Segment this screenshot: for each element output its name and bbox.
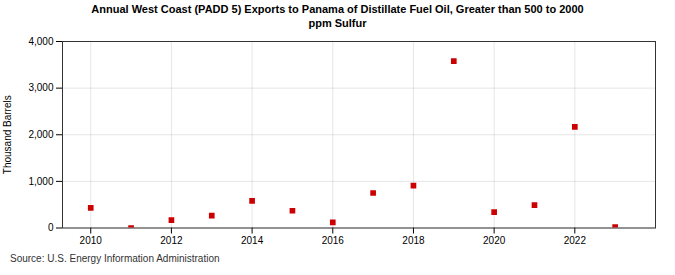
svg-text:2018: 2018 <box>402 235 425 246</box>
svg-text:3,000: 3,000 <box>28 82 53 93</box>
svg-text:2,000: 2,000 <box>28 128 53 139</box>
svg-text:Thousand Barrels: Thousand Barrels <box>2 95 13 174</box>
svg-text:1,000: 1,000 <box>28 175 53 186</box>
svg-text:4,000: 4,000 <box>28 35 53 46</box>
svg-text:2014: 2014 <box>241 235 264 246</box>
svg-text:2010: 2010 <box>80 235 103 246</box>
svg-text:2012: 2012 <box>160 235 183 246</box>
svg-text:2022: 2022 <box>564 235 587 246</box>
svg-text:2016: 2016 <box>322 235 345 246</box>
html-text:Source: U.S. Energy Informatio: Source: U.S. Energy Information Administ… <box>10 253 220 264</box>
html-text:Annual West Coast (PADD 5) Exp: Annual West Coast (PADD 5) Exports to Pa… <box>91 3 584 29</box>
svg-text:0: 0 <box>48 222 54 233</box>
svg-text:2020: 2020 <box>483 235 506 246</box>
